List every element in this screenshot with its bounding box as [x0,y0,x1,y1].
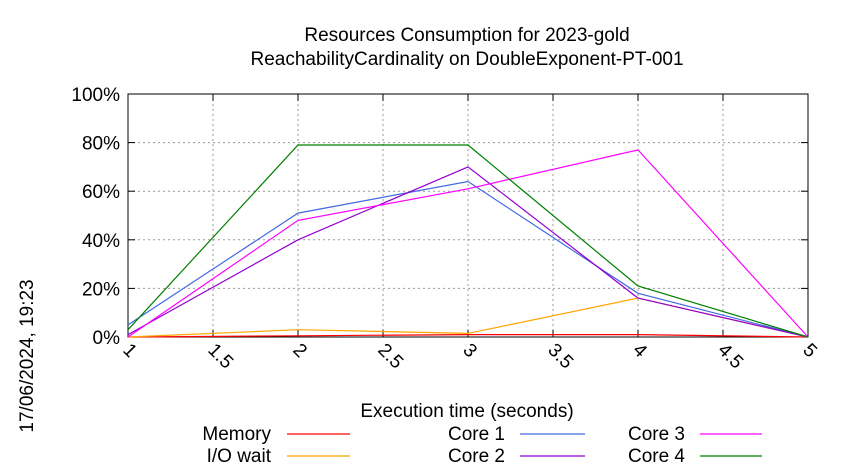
y-tick-label: 40% [82,231,120,252]
y-tick-label: 80% [82,134,120,155]
x-axis-label: Execution time (seconds) [360,401,573,422]
x-tick-label: 1.5 [203,340,237,374]
x-tick-label: 5 [798,340,820,362]
series-line-core-2 [127,166,809,338]
x-tick-label: 3.5 [543,340,577,374]
series-lines [127,144,809,338]
chart-title-line1: Resources Consumption for 2023-gold [304,25,629,46]
legend-label: Memory [202,424,271,445]
x-tick-label: 1 [118,340,140,362]
x-tick-label: 2 [288,340,310,362]
series-line-memory [127,334,809,338]
y-tick-label: 0% [93,328,121,349]
x-tick-label: 3 [458,340,480,362]
series-line-core-3 [127,149,809,338]
series-line-core-4 [127,144,809,338]
x-tick-label: 2.5 [373,340,407,374]
legend-label: Core 1 [448,424,505,445]
x-tick-label: 4 [628,340,651,363]
x-tick-label: 4.5 [713,340,747,374]
legend-label: Core 2 [448,446,505,467]
x-axis-ticks: 1 1.5 2 2.5 3 3.5 4 4.5 5 [118,94,821,374]
y-tick-label: 60% [82,182,120,203]
grid-lines [128,94,808,337]
y-axis-ticks: 0% 20% 40% 60% 80% 100% [71,85,808,349]
chart-title-line2: ReachabilityCardinality on DoubleExponen… [250,49,683,70]
legend-label: Core 4 [628,446,685,467]
timestamp-label: 17/06/2024, 19:23 [17,279,38,432]
legend-label: Core 3 [628,424,685,445]
legend-label: I/O wait [207,446,272,467]
y-tick-label: 20% [82,279,120,300]
series-line-core-1 [127,180,809,338]
y-tick-label: 100% [71,85,120,106]
